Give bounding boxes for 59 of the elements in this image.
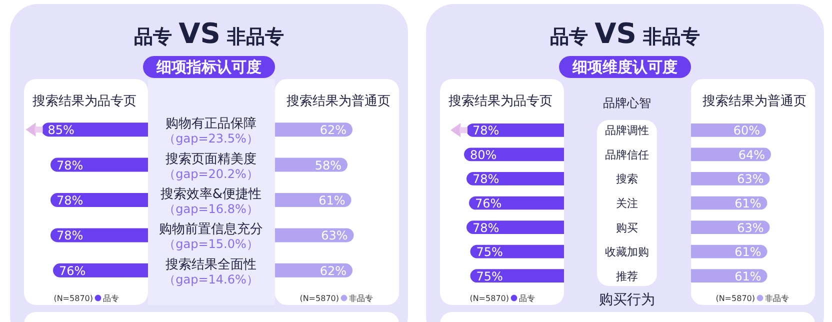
y-tick-label: 搜索: [616, 172, 638, 186]
data-label: 63%: [321, 228, 348, 243]
text: （gap=16.8%）: [164, 202, 258, 216]
text: （gap=23.5%）: [164, 132, 258, 146]
data-label: 78%: [472, 220, 500, 235]
y-tick-label: 品牌调性: [605, 124, 649, 138]
y-tick-label: 品牌信任: [605, 148, 649, 162]
data-label: 78%: [472, 124, 500, 138]
text: 品专 VS 非品专: [550, 17, 700, 50]
data-label: 78%: [56, 228, 84, 243]
legend-label: 非品专: [765, 294, 789, 303]
y-tick-label: 搜索页面精美度: [166, 150, 256, 167]
text: 细项指标认可度: [156, 58, 262, 76]
legend-label: 非品专: [349, 294, 373, 303]
text: 购买行为: [599, 292, 655, 308]
annotation: (N=5870): [300, 294, 339, 303]
data-label: 76%: [59, 264, 86, 278]
text: (N=5870): [716, 294, 755, 303]
text: 搜索结果为普通页: [702, 93, 806, 109]
y-tick-label: 搜索效率&便捷性: [160, 186, 262, 202]
y-tick-label: 推荐: [616, 270, 638, 283]
data-label: 61%: [734, 269, 762, 284]
y-tick-label: 收藏加购: [605, 246, 649, 259]
y-tick-label: 搜索结果全面性: [166, 257, 256, 272]
text: （gap=14.6%）: [164, 272, 258, 286]
data-label: 62%: [320, 123, 346, 138]
data-label: 61%: [734, 196, 762, 210]
data-label: 80%: [470, 148, 497, 162]
data-label: 78%: [56, 194, 84, 208]
data-label: 78%: [56, 158, 84, 172]
text: 搜索结果为品专页: [448, 94, 552, 109]
data-label: 78%: [472, 172, 500, 186]
data-label: 76%: [475, 196, 502, 210]
legend-label: 品专: [103, 294, 119, 303]
annotation: 搜索结果为普通页: [286, 93, 390, 109]
y-tick-label: 关注: [616, 197, 638, 210]
text: （gap=15.0%）: [164, 237, 258, 252]
data-label: 85%: [48, 123, 74, 138]
data-label: 60%: [733, 124, 760, 138]
legend-label: 品专: [519, 294, 535, 303]
data-label: 75%: [476, 245, 503, 260]
data-label: 64%: [738, 148, 765, 162]
text: 品牌心智: [603, 96, 651, 110]
text: （gap=20.2%）: [164, 166, 258, 181]
data-label: 61%: [318, 194, 346, 208]
data-label: 61%: [734, 245, 762, 260]
text: 品专 VS 非品专: [134, 17, 284, 50]
data-label: 63%: [737, 172, 764, 186]
data-label: 58%: [314, 158, 342, 172]
data-label: 75%: [476, 269, 503, 284]
text: 细项维度认可度: [572, 58, 678, 76]
y-tick-label: 购物有正品保障: [166, 116, 256, 132]
data-label: 62%: [320, 264, 346, 278]
data-label: 63%: [737, 220, 764, 235]
y-tick-label: 购物前置信息充分: [159, 222, 263, 238]
y-tick-label: 购买: [616, 221, 638, 234]
text: (N=5870): [470, 294, 509, 303]
annotation: (N=5870): [54, 294, 93, 303]
annotation: 搜索结果为品专页: [32, 94, 136, 109]
